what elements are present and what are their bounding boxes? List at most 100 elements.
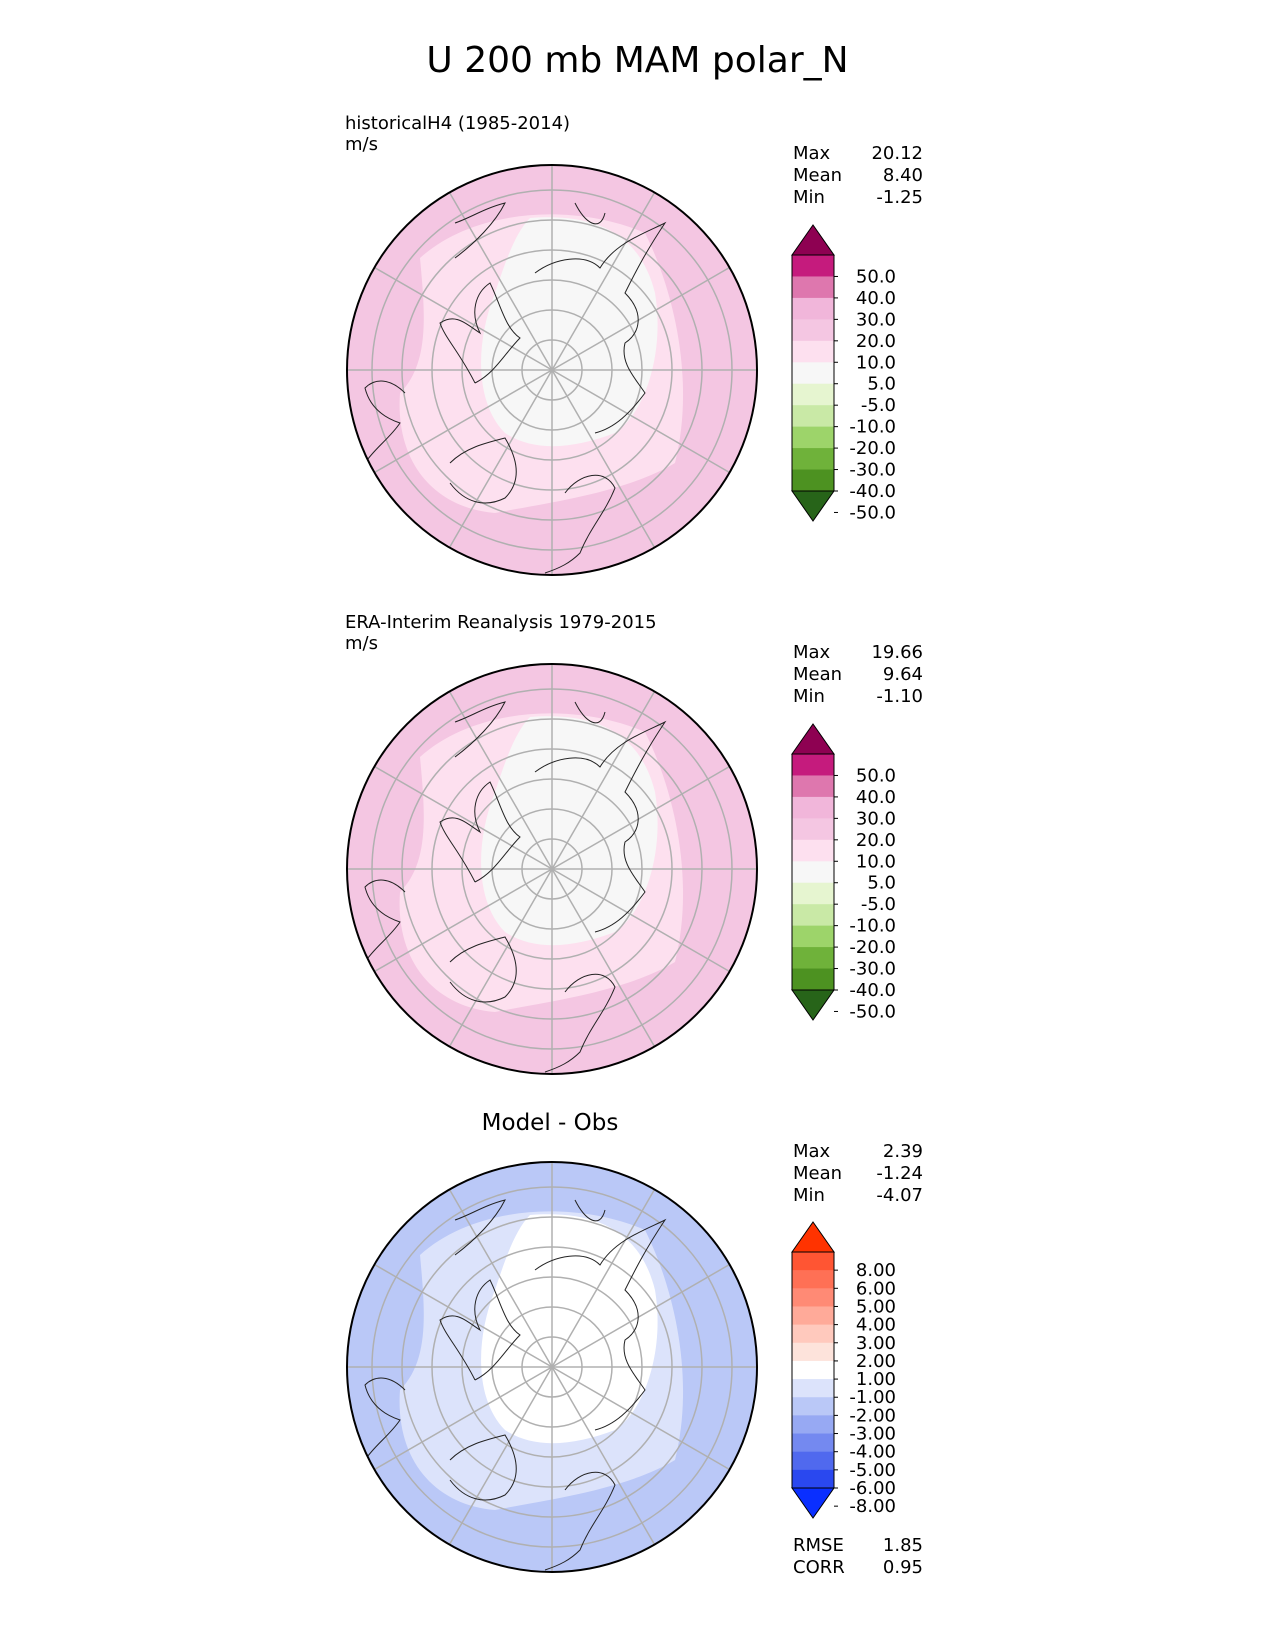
stat-max-value: 19.66 [871, 642, 923, 663]
colorbar-segment [792, 796, 834, 819]
map-boundary [346, 164, 758, 576]
stat-min-value: -1.25 [876, 187, 923, 208]
colorbar-segment [792, 469, 834, 492]
panel-obs-stats: Max 19.66 Mean 9.64 Min -1.10 [793, 642, 923, 708]
coastline [534, 221, 667, 434]
coastline [449, 1434, 517, 1501]
colorbar-segment [792, 448, 834, 471]
panel-model-map [346, 164, 758, 576]
stat-min-value: -1.10 [876, 686, 923, 707]
coastline [454, 1199, 506, 1256]
coastline [439, 781, 521, 883]
colorbar-tick-label: 10.0 [856, 352, 896, 373]
stat-max-value: 2.39 [882, 1141, 923, 1162]
coastline [544, 474, 616, 574]
colorbar-segment [792, 1342, 834, 1362]
meridian-line [551, 1366, 730, 1471]
colorbar-tick-label: -20.0 [849, 937, 896, 958]
panel-diff-title: Model - Obs [481, 1110, 619, 1136]
colorbar-tick-label: 20.0 [856, 830, 896, 851]
meridian-line [374, 765, 553, 870]
coastline [449, 437, 517, 504]
coastline [449, 936, 517, 1003]
stat-mean-value: -1.24 [876, 1163, 923, 1184]
panel-obs-colorbar: 50.040.030.020.010.05.0-5.0-10.0-20.0-30… [791, 723, 896, 1022]
coastline [439, 1279, 521, 1381]
colorbar-extend-top [791, 723, 835, 755]
colorbar-tick-label: 50.0 [856, 765, 896, 786]
colorbar-segment [792, 1469, 834, 1489]
panel-diff: Model - Obs Max 2.39 Mean -1.24 Min -4.07 8… [0, 1110, 1275, 1610]
colorbar-tick-label: -10.0 [849, 916, 896, 937]
field-band-inner [481, 716, 658, 946]
colorbar-segment [792, 255, 834, 277]
colorbar-tick-label: 8.00 [856, 1260, 896, 1281]
colorbar-extend-top [791, 1221, 835, 1253]
colorbar-tick-label: -6.00 [849, 1478, 896, 1499]
colorbar-tick-label: -50.0 [849, 502, 896, 523]
stat-min-label: Min [793, 686, 825, 707]
colorbar-segment [792, 297, 834, 320]
stat-min-label: Min [793, 187, 825, 208]
meridian-line [448, 868, 553, 1047]
panel-obs-map [346, 663, 758, 1075]
colorbar-tick-label: 30.0 [856, 808, 896, 829]
colorbar-segment [792, 861, 834, 884]
coastline [544, 973, 616, 1073]
stat-min-value: -4.07 [876, 1185, 923, 1206]
colorbar-segment [792, 1288, 834, 1307]
colorbar-segment [792, 1270, 834, 1289]
stat-mean-label: Mean [793, 165, 843, 186]
meridian-line [374, 1366, 553, 1471]
panel-diff-colorbar: 8.006.005.004.003.002.001.00-1.00-2.00-3… [791, 1221, 896, 1519]
colorbar-tick-label: -3.00 [849, 1424, 896, 1445]
coastline [544, 1471, 616, 1571]
colorbar-segment [792, 775, 834, 798]
panel-model-units: m/s [345, 134, 378, 155]
panel-model-title: historicalH4 (1985-2014) [345, 113, 571, 134]
coastline [364, 879, 406, 963]
meridian-line [448, 369, 553, 548]
colorbar-tick-label: -4.00 [849, 1442, 896, 1463]
stat-min-label: Min [793, 1185, 825, 1206]
meridian-line [551, 868, 656, 1047]
stat-max-value: 20.12 [871, 143, 923, 164]
colorbar-extend-bottom [791, 490, 835, 522]
panel-obs-label: ERA-Interim Reanalysis 1979-2015 m/s [345, 612, 657, 654]
colorbar-segment [792, 362, 834, 385]
stat-mean-label: Mean [793, 1163, 843, 1184]
colorbar-segment [792, 839, 834, 862]
panel-model-label: historicalH4 (1985-2014) m/s [345, 113, 570, 155]
colorbar-tick-label: -5.0 [861, 894, 896, 915]
colorbar-tick-label: -40.0 [849, 481, 896, 502]
meridian-line [551, 266, 730, 371]
colorbar-segment [792, 1451, 834, 1471]
coastline [574, 202, 606, 225]
meridian-line [551, 1366, 656, 1545]
corr-value: 0.95 [882, 1557, 923, 1578]
map-boundary [346, 1161, 758, 1573]
meridian-line [551, 369, 656, 548]
coastline [574, 701, 606, 724]
field-band-inner [481, 1214, 658, 1444]
panel-diff-map [346, 1161, 758, 1573]
rmse-label: RMSE [793, 1535, 844, 1556]
colorbar-tick-label: -50.0 [849, 1001, 896, 1022]
colorbar-segment [792, 1433, 834, 1453]
colorbar-tick-label: -40.0 [849, 980, 896, 1001]
colorbar-segment [792, 1306, 834, 1326]
colorbar-segment [792, 1324, 834, 1344]
colorbar-segment [792, 818, 834, 841]
map-field [347, 664, 757, 1074]
stat-mean-value: 8.40 [882, 165, 923, 186]
colorbar-tick-label: -1.00 [849, 1387, 896, 1408]
colorbar-tick-label: -8.00 [849, 1496, 896, 1517]
colorbar-segment [792, 319, 834, 342]
coastline [574, 1199, 606, 1222]
meridian-line [448, 691, 553, 870]
map-boundary [346, 663, 758, 1075]
colorbar-extend-bottom [791, 989, 835, 1021]
colorbar-tick-label: 3.00 [856, 1333, 896, 1354]
meridian-line [374, 868, 553, 973]
colorbar-tick-label: 40.0 [856, 787, 896, 808]
